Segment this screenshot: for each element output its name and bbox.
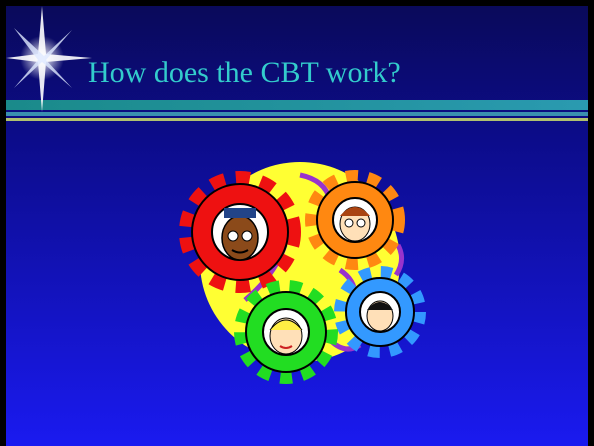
header-line [6, 112, 588, 116]
slide: How does the CBT work? [0, 0, 594, 446]
slide-title: How does the CBT work? [88, 56, 401, 89]
header-band [6, 100, 588, 110]
page: {"header": {"title": "How does the CBT w… [0, 0, 594, 446]
header-line [6, 118, 588, 121]
